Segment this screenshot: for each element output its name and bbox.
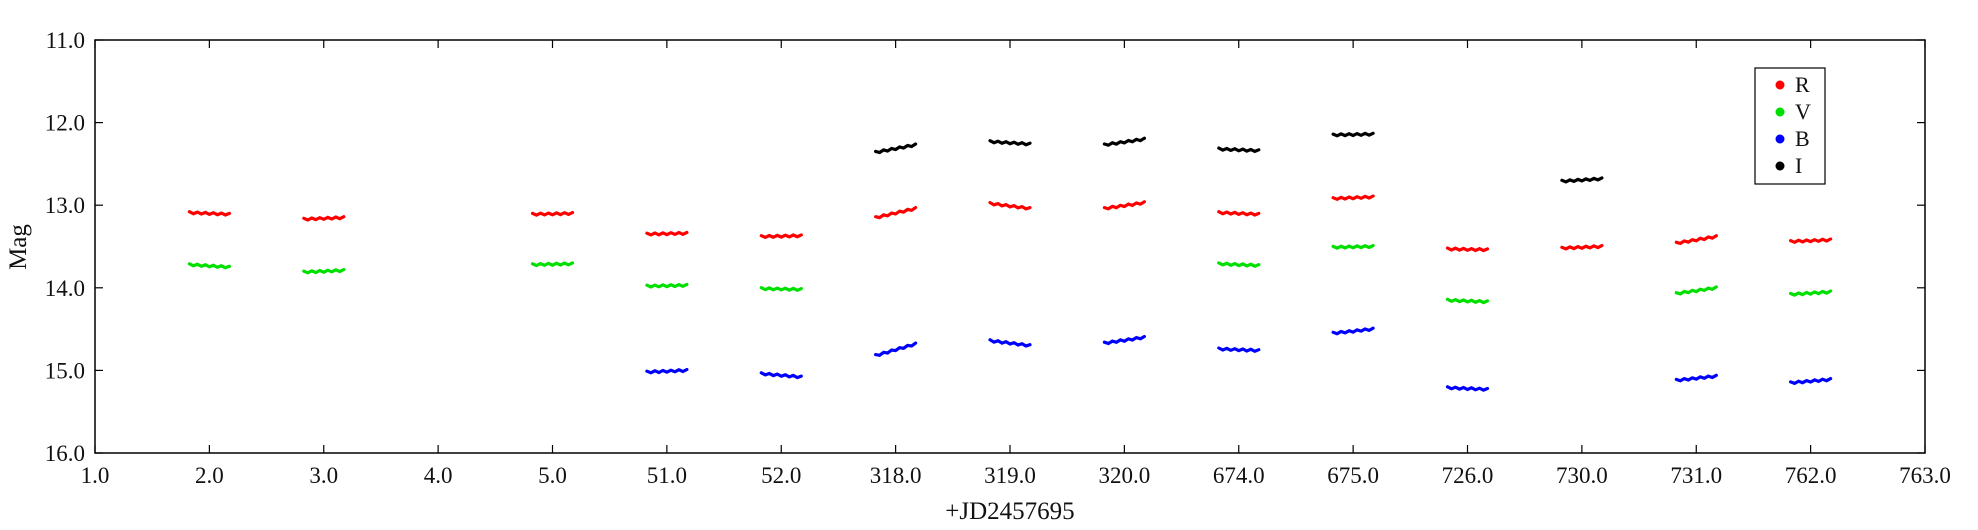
- data-segment-v: [1217, 261, 1261, 268]
- y-tick-label: 16.0: [45, 441, 85, 466]
- data-segment-r: [645, 230, 689, 237]
- legend-box: [1754, 67, 1826, 185]
- data-segment-v: [645, 282, 689, 289]
- data-segment-v: [1445, 297, 1490, 305]
- x-tick-label: 730.0: [1556, 463, 1608, 488]
- x-tick-label: 319.0: [984, 463, 1036, 488]
- data-segment-r: [1789, 237, 1833, 245]
- data-segment-v: [187, 262, 231, 270]
- data-segment-r: [1674, 234, 1718, 246]
- data-segment-b: [645, 367, 689, 375]
- data-segment-i: [988, 139, 1032, 147]
- data-layer: [187, 131, 1833, 392]
- data-segment-v: [759, 286, 803, 293]
- data-segment-v: [302, 268, 346, 275]
- legend-label-b: B: [1795, 126, 1810, 151]
- data-segment-b: [988, 338, 1032, 348]
- x-tick-label: 1.0: [81, 463, 110, 488]
- y-tick-label: 14.0: [45, 276, 85, 301]
- data-segment-r: [1102, 200, 1146, 211]
- x-axis-title: +JD2457695: [945, 498, 1074, 525]
- legend-label-i: I: [1795, 153, 1802, 178]
- y-tick-label: 11.0: [46, 28, 85, 53]
- data-segment-r: [1217, 210, 1261, 217]
- x-tick-label: 2.0: [195, 463, 224, 488]
- data-segment-i: [1217, 146, 1261, 154]
- data-segment-b: [1445, 385, 1490, 392]
- data-segment-v: [530, 261, 575, 268]
- x-tick-label: 674.0: [1213, 463, 1265, 488]
- y-axis-title: Mag: [5, 224, 32, 270]
- data-segment-v: [1674, 285, 1718, 296]
- legend-marker-v: [1775, 107, 1785, 117]
- x-tick-label: 52.0: [761, 463, 801, 488]
- data-segment-i: [1102, 136, 1146, 147]
- data-segment-b: [1674, 373, 1718, 383]
- legend-marker-b: [1775, 134, 1785, 144]
- data-segment-r: [530, 210, 575, 217]
- data-segment-r: [302, 215, 346, 222]
- data-segment-r: [1331, 194, 1375, 202]
- data-segment-r: [1560, 244, 1604, 251]
- legend-label-r: R: [1795, 72, 1810, 97]
- x-tick-label: 320.0: [1099, 463, 1151, 488]
- data-segment-b: [759, 371, 803, 380]
- y-tick-label: 15.0: [45, 358, 85, 383]
- data-segment-v: [1789, 289, 1833, 297]
- x-tick-label: 731.0: [1670, 463, 1722, 488]
- x-tick-label: 4.0: [424, 463, 453, 488]
- data-segment-b: [1331, 326, 1375, 336]
- data-segment-r: [759, 233, 803, 240]
- y-tick-label: 13.0: [45, 193, 85, 218]
- data-segment-b: [1789, 377, 1833, 386]
- data-segment-r: [187, 210, 231, 217]
- legend-marker-r: [1775, 80, 1785, 90]
- ticks-layer: 1.0 2.0 3.0 4.0 5.0 51.0 52.0 318.0 319.0 320.0 67…: [45, 28, 1951, 488]
- data-segment-b: [874, 341, 918, 357]
- data-segment-v: [1331, 244, 1375, 250]
- x-tick-label: 763.0: [1899, 463, 1951, 488]
- data-segment-b: [1102, 334, 1146, 346]
- data-segment-i: [1331, 131, 1375, 138]
- data-segment-r: [874, 206, 918, 220]
- plot-frame: [94, 39, 1926, 454]
- legend: R V B I: [1754, 67, 1826, 185]
- data-segment-b: [1217, 346, 1261, 354]
- y-tick-label: 12.0: [45, 111, 85, 136]
- data-segment-r: [1445, 246, 1490, 253]
- x-tick-label: 675.0: [1327, 463, 1379, 488]
- x-tick-label: 726.0: [1442, 463, 1494, 488]
- legend-marker-i: [1775, 161, 1785, 171]
- data-segment-i: [874, 142, 918, 155]
- x-tick-label: 762.0: [1785, 463, 1837, 488]
- x-tick-label: 318.0: [870, 463, 922, 488]
- legend-label-v: V: [1795, 99, 1811, 124]
- x-tick-label: 51.0: [647, 463, 687, 488]
- data-segment-r: [988, 201, 1032, 211]
- x-tick-label: 5.0: [538, 463, 567, 488]
- data-segment-i: [1560, 176, 1604, 184]
- x-tick-label: 3.0: [309, 463, 338, 488]
